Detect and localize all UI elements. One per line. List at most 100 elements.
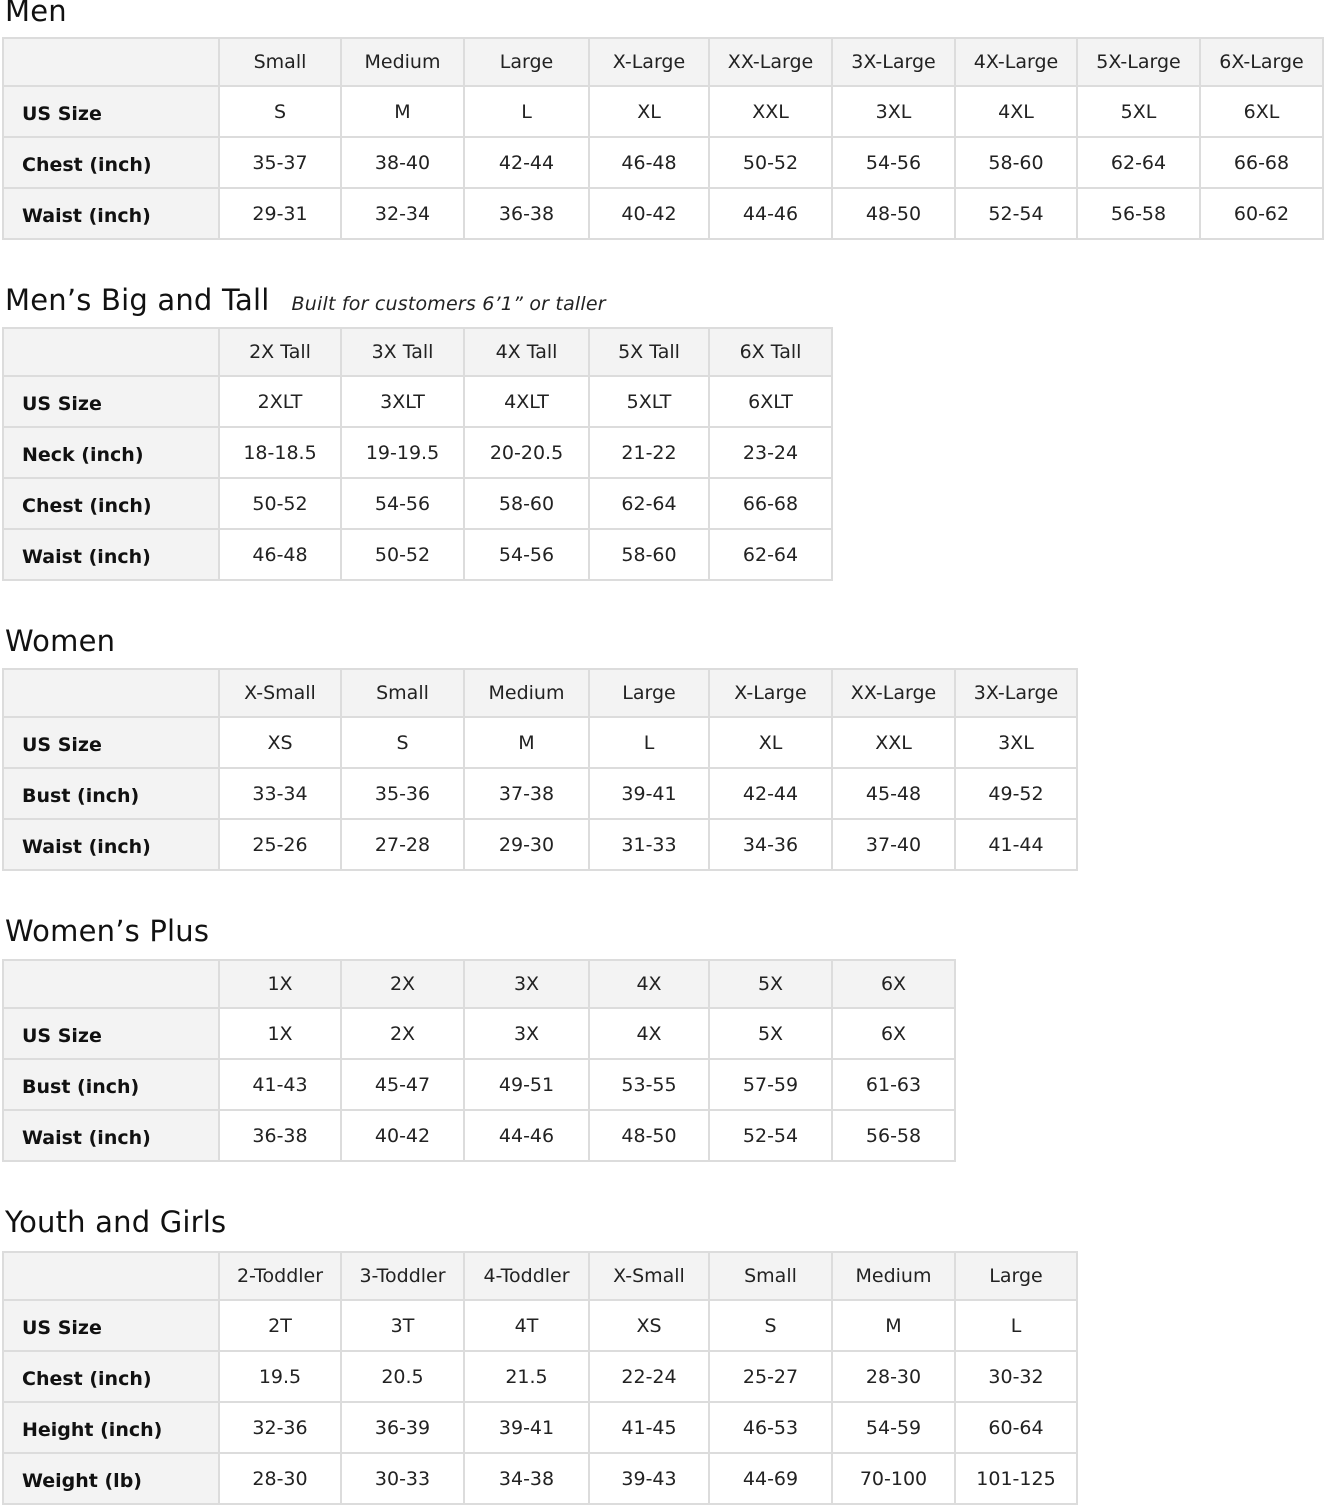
table-cell: 3T: [340, 1299, 465, 1352]
section-title: Youth and Girls: [5, 1205, 226, 1239]
table-header-row: 1X 2X 3X 4X 5X 6X: [2, 959, 956, 1009]
row-label: Waist (inch): [2, 1109, 220, 1162]
column-header: 3X-Large: [954, 668, 1078, 718]
table-cell: L: [463, 85, 590, 138]
table-cell: 20-20.5: [463, 426, 590, 479]
column-header: 6X Tall: [708, 327, 833, 377]
table-cell: 25-27: [708, 1350, 833, 1403]
table-cell: 6X: [831, 1007, 956, 1060]
table-cell: S: [708, 1299, 833, 1352]
table-cell: 39-43: [588, 1452, 710, 1505]
table-cell: L: [588, 716, 710, 769]
table-header-row: 2-Toddler 3-Toddler 4-Toddler X-Small Small M…: [2, 1251, 1078, 1301]
table-cell: 56-58: [831, 1109, 956, 1162]
table-cell: 35-37: [218, 136, 342, 189]
table-cell: 60-64: [954, 1401, 1078, 1454]
table-cell: 4T: [463, 1299, 590, 1352]
column-header: 3X-Large: [831, 37, 956, 87]
column-header: 5X-Large: [1076, 37, 1201, 87]
table-row: Chest (inch) 50-52 54-56 58-60 62-64 66-68: [2, 477, 833, 530]
table-cell: 32-34: [340, 187, 465, 240]
table-cell: 34-36: [708, 818, 833, 871]
table-header-row: X-Small Small Medium Large X-Large XX-Large 3X…: [2, 668, 1078, 718]
section-title: Women: [5, 624, 115, 658]
table-cell: 39-41: [463, 1401, 590, 1454]
column-header: Small: [218, 37, 342, 87]
table-cell: 5X: [708, 1007, 833, 1060]
table-cell: 35-36: [340, 767, 465, 820]
row-label: Height (inch): [2, 1401, 220, 1454]
table-cell: 56-58: [1076, 187, 1201, 240]
table-cell: 34-38: [463, 1452, 590, 1505]
table-cell: 6XL: [1199, 85, 1324, 138]
table-cell: 3XLT: [340, 375, 465, 428]
table-cell: 52-54: [708, 1109, 833, 1162]
table-cell: 45-47: [340, 1058, 465, 1111]
table-cell: 25-26: [218, 818, 342, 871]
table-cell: 58-60: [588, 528, 710, 581]
column-header: 4-Toddler: [463, 1251, 590, 1301]
table-cell: 48-50: [588, 1109, 710, 1162]
row-label: Chest (inch): [2, 1350, 220, 1403]
table-cell: 2T: [218, 1299, 342, 1352]
table-cell: 41-45: [588, 1401, 710, 1454]
table-cell: 50-52: [218, 477, 342, 530]
table-cell: S: [340, 716, 465, 769]
corner-cell: [2, 959, 220, 1009]
row-label: Chest (inch): [2, 136, 220, 189]
column-header: 1X: [218, 959, 342, 1009]
table-cell: 54-56: [340, 477, 465, 530]
table-cell: 42-44: [708, 767, 833, 820]
section-title: Men’s Big and Tall Built for customers 6’…: [5, 283, 606, 317]
table-cell: 36-39: [340, 1401, 465, 1454]
column-header: 5X: [708, 959, 833, 1009]
table-cell: 1X: [218, 1007, 342, 1060]
table-cell: 32-36: [218, 1401, 342, 1454]
column-header: 2-Toddler: [218, 1251, 342, 1301]
table-row: US Size XS S M L XL XXL 3XL: [2, 716, 1078, 769]
table-cell: XXL: [708, 85, 833, 138]
column-header: 3X Tall: [340, 327, 465, 377]
column-header: Large: [954, 1251, 1078, 1301]
table-cell: 29-31: [218, 187, 342, 240]
table-cell: 58-60: [463, 477, 590, 530]
table-cell: 62-64: [708, 528, 833, 581]
table-cell: 33-34: [218, 767, 342, 820]
row-label: US Size: [2, 1007, 220, 1060]
corner-cell: [2, 37, 220, 87]
column-header: 3-Toddler: [340, 1251, 465, 1301]
table-cell: 42-44: [463, 136, 590, 189]
table-cell: 2XLT: [218, 375, 342, 428]
row-label: Neck (inch): [2, 426, 220, 479]
table-header-row: 2X Tall 3X Tall 4X Tall 5X Tall 6X Tall: [2, 327, 833, 377]
table-cell: 31-33: [588, 818, 710, 871]
table-cell: 36-38: [463, 187, 590, 240]
table-cell: 27-28: [340, 818, 465, 871]
table-cell: 4X: [588, 1007, 710, 1060]
table-cell: 39-41: [588, 767, 710, 820]
column-header: X-Large: [588, 37, 710, 87]
table-cell: 21.5: [463, 1350, 590, 1403]
table-cell: XL: [588, 85, 710, 138]
section-title-text: Women: [5, 624, 116, 658]
table-cell: 18-18.5: [218, 426, 342, 479]
table-row: US Size 2T 3T 4T XS S M L: [2, 1299, 1078, 1352]
corner-cell: [2, 327, 220, 377]
table-cell: 52-54: [954, 187, 1078, 240]
table-row: Bust (inch) 41-43 45-47 49-51 53-55 57-59 61-6…: [2, 1058, 956, 1111]
table-row: Neck (inch) 18-18.5 19-19.5 20-20.5 21-22 23-…: [2, 426, 833, 479]
column-header: Medium: [340, 37, 465, 87]
table-cell: 38-40: [340, 136, 465, 189]
table-cell: XS: [218, 716, 342, 769]
table-row: US Size 2XLT 3XLT 4XLT 5XLT 6XLT: [2, 375, 833, 428]
table-cell: 49-51: [463, 1058, 590, 1111]
column-header: Small: [340, 668, 465, 718]
table-cell: 19-19.5: [340, 426, 465, 479]
table-cell: M: [340, 85, 465, 138]
section-title: Women’s Plus: [5, 914, 209, 948]
table-cell: 44-46: [708, 187, 833, 240]
table-cell: 3XL: [831, 85, 956, 138]
table-cell: 5XL: [1076, 85, 1201, 138]
women-size-table: X-Small Small Medium Large X-Large XX-Large 3X…: [2, 668, 1078, 871]
table-cell: 41-44: [954, 818, 1078, 871]
